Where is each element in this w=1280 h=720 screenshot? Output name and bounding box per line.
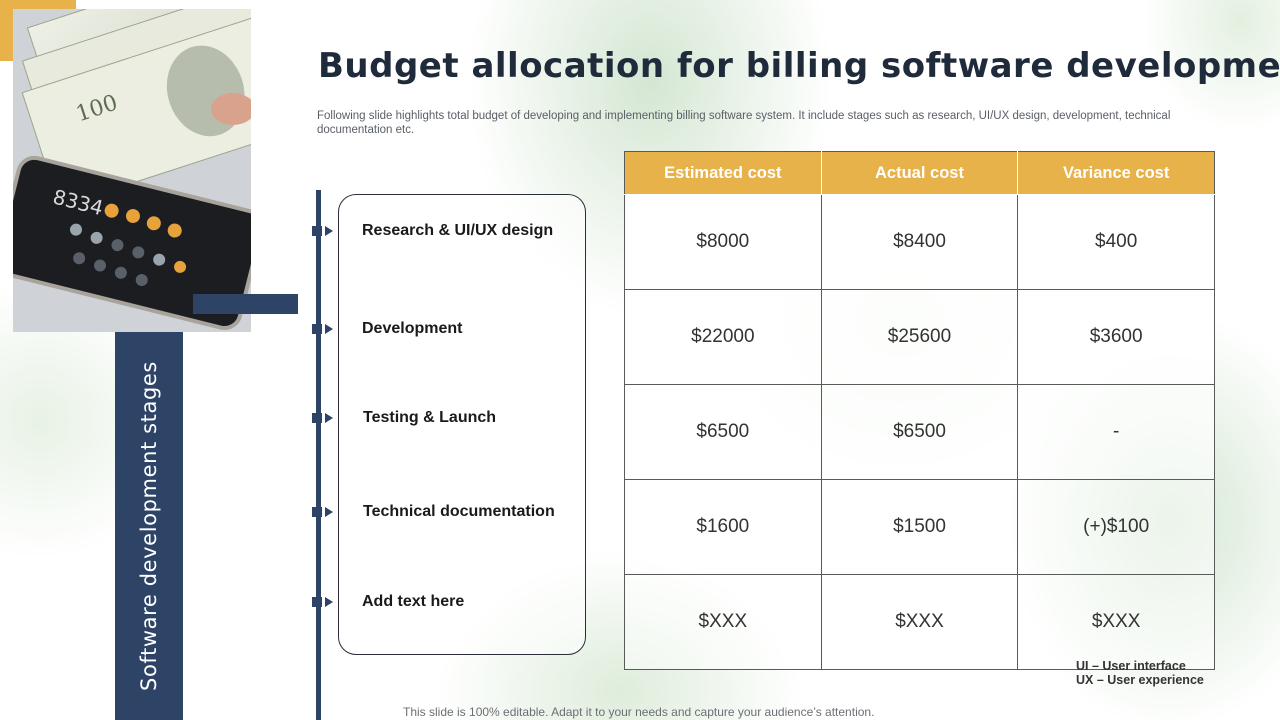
table-cell: $6500 (624, 384, 822, 480)
arrow-right-icon (325, 597, 333, 607)
stages-panel (338, 194, 586, 655)
column-header: Actual cost (820, 151, 1019, 195)
stage-marker-icon (312, 413, 322, 423)
stage-marker-icon (312, 226, 322, 236)
table-cell: $400 (1017, 194, 1215, 290)
money-calculator-image: 100 8334 (13, 9, 251, 332)
stage-label: Testing & Launch (363, 409, 497, 426)
table-row: $6500 $6500 - (624, 384, 1215, 480)
decorative-bar (193, 294, 298, 314)
table-row: $XXX $XXX $XXX (624, 574, 1215, 670)
table-cell: $1600 (624, 479, 822, 575)
table-cell: $1500 (820, 479, 1019, 575)
abbreviation-ux: UX – User experience (1076, 673, 1204, 687)
table-cell: $6500 (820, 384, 1019, 480)
table-cell: $XXX (624, 574, 822, 670)
table-cell: $8400 (820, 194, 1019, 290)
table-cell: $3600 (1017, 289, 1215, 385)
table-cell: $XXX (1017, 574, 1215, 670)
arrow-right-icon (325, 507, 333, 517)
table-cell: $XXX (820, 574, 1019, 670)
table-cell: $25600 (820, 289, 1019, 385)
stage-marker-icon (312, 324, 322, 334)
table-cell: - (1017, 384, 1215, 480)
table-header-row: Estimated cost Actual cost Variance cost (624, 151, 1215, 195)
stage-label: Development (362, 320, 463, 337)
arrow-right-icon (325, 324, 333, 334)
footer-note: This slide is 100% editable. Adapt it to… (403, 705, 875, 719)
abbreviation-ui: UI – User interface (1076, 659, 1186, 673)
timeline-line (316, 190, 321, 720)
table-row: $22000 $25600 $3600 (624, 289, 1215, 385)
stage-label: Research & UI/UX design (362, 222, 554, 239)
column-header: Variance cost (1017, 151, 1215, 195)
stage-marker-icon (312, 597, 322, 607)
arrow-right-icon (325, 226, 333, 236)
page-title: Budget allocation for billing software d… (318, 46, 1280, 86)
side-band: Software development stages (115, 332, 183, 720)
stage-label: Add text here (362, 593, 465, 610)
arrow-right-icon (325, 413, 333, 423)
table-cell: $22000 (624, 289, 822, 385)
table-row: $8000 $8400 $400 (624, 194, 1215, 290)
page-subtitle: Following slide highlights total budget … (317, 110, 1171, 136)
cost-table: Estimated cost Actual cost Variance cost… (624, 151, 1215, 670)
stage-label: Technical documentation (363, 503, 555, 520)
abbreviations-note: UI – User interface UX – User experience (1076, 659, 1204, 687)
stage-marker-icon (312, 507, 322, 517)
side-label: Software development stages (137, 361, 161, 691)
table-row: $1600 $1500 (+)$100 (624, 479, 1215, 575)
table-cell: (+)$100 (1017, 479, 1215, 575)
table-cell: $8000 (624, 194, 822, 290)
column-header: Estimated cost (624, 151, 822, 195)
